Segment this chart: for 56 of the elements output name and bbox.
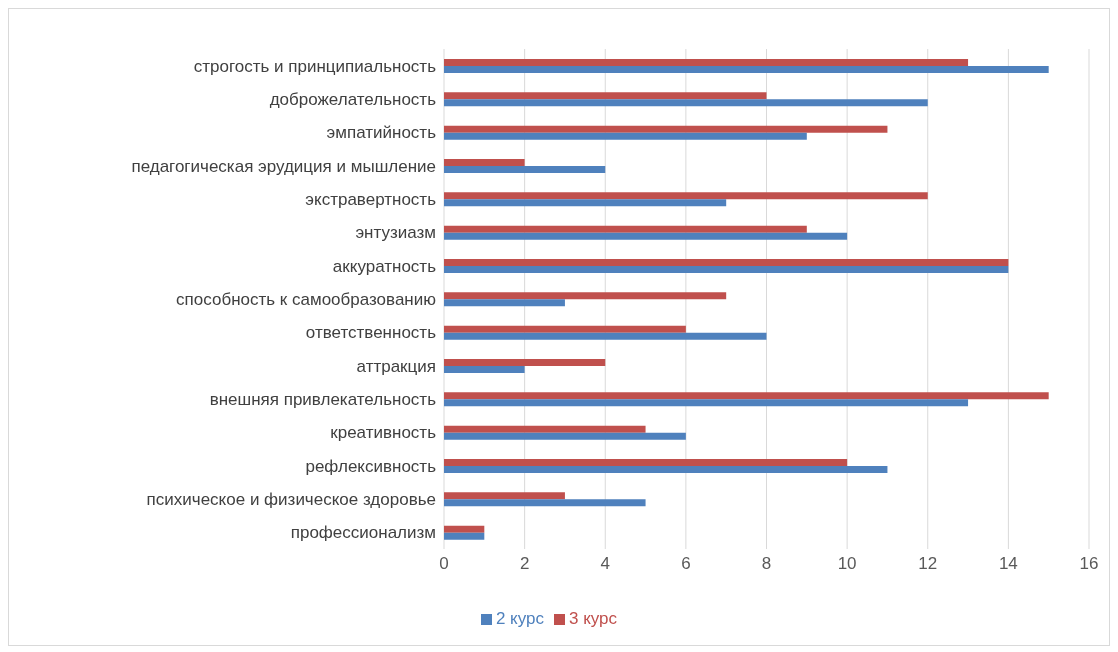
y-tick-label: эмпатийность bbox=[326, 123, 437, 143]
bar bbox=[444, 159, 525, 166]
x-tick-label: 6 bbox=[681, 554, 691, 574]
bar bbox=[444, 499, 646, 507]
y-tick-label: энтузиазм bbox=[355, 223, 436, 243]
y-tick-label: внешняя привлекательность bbox=[209, 390, 437, 410]
legend-label: 3 курс bbox=[569, 609, 618, 628]
bar bbox=[444, 59, 969, 66]
y-tick-label: доброжелательность bbox=[269, 90, 437, 110]
bar bbox=[444, 66, 1049, 73]
bar bbox=[444, 459, 848, 466]
bar bbox=[444, 392, 1049, 400]
y-tick-label: рефлексивность bbox=[305, 456, 437, 476]
bar bbox=[444, 359, 606, 366]
bar bbox=[444, 92, 767, 100]
x-tick-label: 8 bbox=[761, 554, 772, 574]
bar bbox=[444, 199, 727, 207]
x-tick-label: 12 bbox=[918, 554, 938, 574]
bar bbox=[444, 292, 727, 300]
bar bbox=[444, 232, 848, 240]
y-tick-label: способность к самообразованию bbox=[176, 290, 437, 310]
bar bbox=[444, 532, 485, 540]
bar bbox=[444, 259, 1009, 266]
y-tick-label: психическое и физическое здоровье bbox=[146, 490, 436, 510]
y-tick-label: строгость и принципиальность bbox=[193, 56, 437, 76]
legend-label: 2 курс bbox=[495, 609, 544, 628]
bar bbox=[444, 492, 565, 500]
y-tick-label: ответственность bbox=[305, 323, 437, 343]
bar bbox=[444, 132, 807, 140]
bar bbox=[444, 299, 565, 307]
x-tick-label: 2 bbox=[519, 554, 530, 574]
y-tick-label: педагогическая эрудиция и мышление bbox=[131, 156, 436, 176]
x-tick-label: 16 bbox=[1079, 554, 1099, 574]
x-tick-label: 14 bbox=[998, 554, 1018, 574]
bar bbox=[444, 166, 606, 173]
bar bbox=[444, 99, 928, 107]
y-tick-label: креативность bbox=[330, 423, 437, 443]
bar bbox=[444, 266, 1009, 273]
y-tick-label: экстравертность bbox=[305, 190, 437, 210]
y-tick-label: аттракция bbox=[356, 356, 436, 376]
bar bbox=[444, 399, 969, 407]
bar bbox=[444, 325, 686, 333]
bar bbox=[444, 466, 888, 473]
bar bbox=[444, 225, 807, 233]
bar bbox=[444, 192, 928, 200]
bar bbox=[444, 366, 525, 373]
bar bbox=[444, 525, 485, 533]
x-tick-label: 10 bbox=[837, 554, 857, 574]
bar bbox=[444, 432, 686, 440]
bar bbox=[444, 125, 888, 133]
y-tick-label: профессионализм bbox=[290, 523, 436, 543]
x-tick-label: 4 bbox=[600, 554, 610, 574]
x-tick-label: 0 bbox=[439, 554, 449, 574]
y-tick-label: аккуратность bbox=[332, 256, 437, 276]
bar bbox=[444, 425, 646, 433]
bar bbox=[444, 332, 767, 340]
